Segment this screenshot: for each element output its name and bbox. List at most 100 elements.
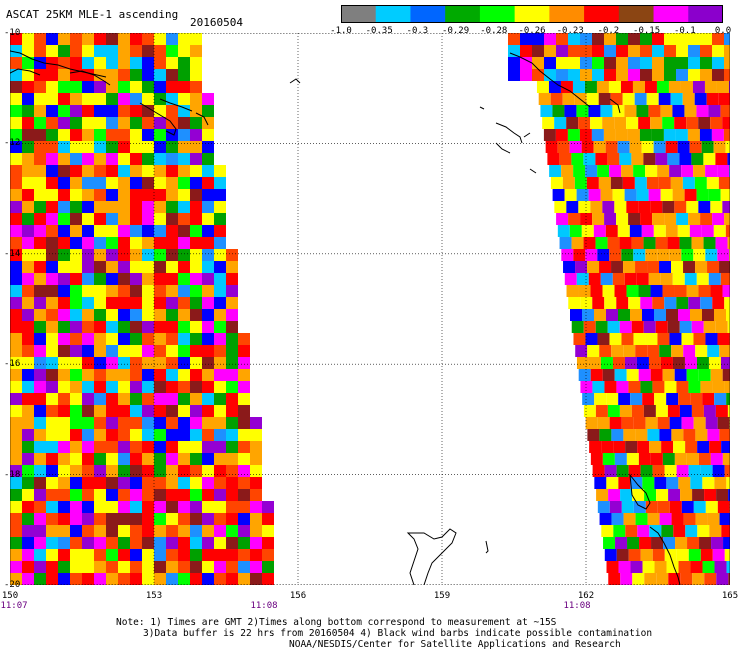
swath-cell [639,537,652,549]
swath-cell [154,33,166,45]
swath-cell [22,93,34,105]
swath-cell [250,465,262,477]
swath-cell [22,309,34,321]
swath-cell [82,45,94,57]
swath-cell [130,273,142,285]
swath-cell [660,105,673,117]
swath-cell [82,405,94,417]
swath-cell [705,165,718,177]
swath-cell [130,465,142,477]
swath-cell [82,453,94,465]
swath-cell [573,333,586,345]
swath-cell [547,153,560,165]
swath-cell [94,489,106,501]
swath-cell [600,105,613,117]
swath-cell [58,321,70,333]
swath-cell [190,45,202,57]
swath-cell [190,561,202,573]
swath-cell [142,501,154,513]
latitude-label: -20 [4,580,21,590]
swath-cell [508,57,520,69]
swath-cell [696,189,709,201]
swath-cell [202,141,214,153]
swath-cell [686,369,699,381]
swath-cell [683,345,696,357]
swath-cell [166,357,178,369]
swath-cell [613,441,626,453]
swath-cell [693,417,706,429]
swath-cell [587,261,600,273]
swath-cell [728,489,730,501]
swath-cell [166,525,178,537]
swath-cell [118,537,130,549]
swath-cell [226,537,238,549]
swath-cell [130,477,142,489]
swath-cell [10,201,22,213]
swath-cell [214,273,226,285]
swath-cell [106,369,118,381]
coastline [485,540,489,554]
colorbar-label: -0.26 [518,26,546,36]
swath-cell [70,177,82,189]
swath-cell [698,369,711,381]
swath-cell [710,453,723,465]
swath-cell [22,381,34,393]
swath-cell [582,393,595,405]
swath-cell [656,489,669,501]
swath-cell [214,525,226,537]
swath-cell [640,297,653,309]
swath-cell [703,237,716,249]
swath-cell [178,489,190,501]
swath-cell [10,33,22,45]
swath-cell [70,489,82,501]
swath-cell [82,441,94,453]
swath-cell [724,465,730,477]
swath-cell [609,249,622,261]
swath-cell [702,309,714,321]
swath-cell [94,117,106,129]
swath-cell [657,165,670,177]
swath-cell [166,345,178,357]
swath-cell [669,165,682,177]
swath-cell [130,357,142,369]
swath-cell [250,525,262,537]
swath-cell [166,141,178,153]
swath-cell [631,321,644,333]
swath-cell [94,345,106,357]
swath-cell [46,477,58,489]
swath-cell [34,453,46,465]
swath-cell [130,153,142,165]
swath-cell [118,213,130,225]
colorbar-label: -0.15 [633,26,661,36]
swath-cell [532,69,544,81]
swath-cell [706,93,719,105]
swath-cell [178,417,190,429]
swath-cell [607,321,620,333]
swath-cell [542,117,555,129]
swath-cell [94,105,106,117]
swath-cell [118,117,130,129]
swath-cell [638,285,651,297]
swath-cell [592,69,604,81]
swath-cell [573,249,586,261]
swath-cell [46,369,58,381]
swath-cell [640,549,653,561]
swath-cell [166,381,178,393]
swath-cell [190,405,202,417]
swath-cell [683,513,696,525]
swath-cell [707,429,720,441]
swath-cell [154,429,166,441]
swath-cell [190,549,202,561]
swath-cell [617,141,630,153]
swath-cell [612,273,625,285]
latitude-label: -10 [4,28,21,38]
swath-cell [94,405,106,417]
swath-cell [82,177,94,189]
coastline [529,168,537,174]
swath-cell [106,381,118,393]
swath-cell [689,225,702,237]
swath-cell [130,225,142,237]
swath-cell [635,345,648,357]
swath-cell [674,285,687,297]
swath-cell [202,273,214,285]
